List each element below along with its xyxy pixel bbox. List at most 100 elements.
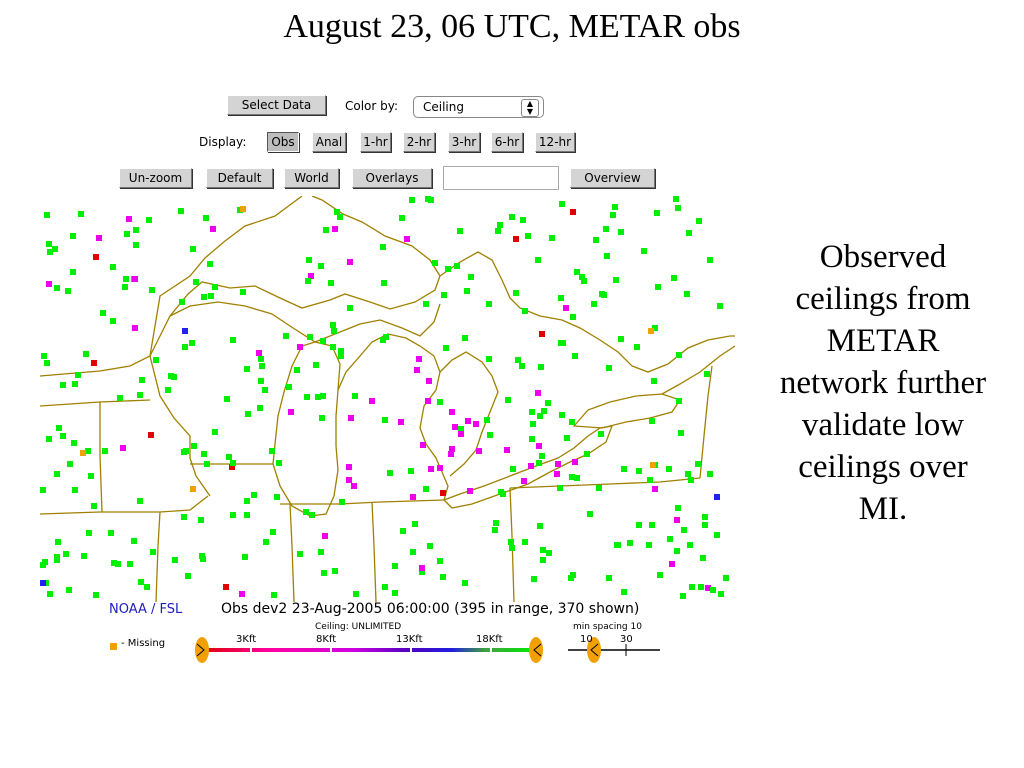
station-marker[interactable] bbox=[603, 226, 609, 232]
station-marker[interactable] bbox=[678, 430, 684, 436]
station-marker[interactable] bbox=[348, 415, 354, 421]
default-button[interactable]: Default bbox=[206, 168, 273, 188]
station-marker[interactable] bbox=[686, 230, 692, 236]
station-marker[interactable] bbox=[508, 539, 514, 545]
station-marker[interactable] bbox=[559, 201, 565, 207]
station-marker[interactable] bbox=[318, 549, 324, 555]
station-marker[interactable] bbox=[606, 575, 612, 581]
station-marker[interactable] bbox=[572, 459, 578, 465]
station-marker[interactable] bbox=[676, 398, 682, 404]
station-marker[interactable] bbox=[522, 308, 528, 314]
station-marker[interactable] bbox=[718, 591, 724, 597]
unzoom-button[interactable]: Un-zoom bbox=[119, 168, 192, 188]
station-marker[interactable] bbox=[244, 512, 250, 518]
left-slider-handle[interactable] bbox=[195, 637, 209, 663]
station-marker[interactable] bbox=[72, 487, 78, 493]
station-marker[interactable] bbox=[60, 382, 66, 388]
station-marker[interactable] bbox=[257, 405, 263, 411]
station-marker[interactable] bbox=[546, 550, 552, 556]
station-marker[interactable] bbox=[117, 395, 123, 401]
station-marker[interactable] bbox=[320, 393, 326, 399]
station-marker[interactable] bbox=[270, 529, 276, 535]
spacing-slider-handle[interactable] bbox=[587, 637, 601, 663]
station-marker[interactable] bbox=[612, 204, 618, 210]
station-marker[interactable] bbox=[437, 558, 443, 564]
station-marker[interactable] bbox=[536, 443, 542, 449]
station-marker[interactable] bbox=[673, 196, 679, 202]
station-marker[interactable] bbox=[338, 348, 344, 354]
station-marker[interactable] bbox=[276, 460, 282, 466]
overlays-button[interactable]: Overlays bbox=[352, 168, 432, 188]
station-marker[interactable] bbox=[655, 284, 661, 290]
station-marker[interactable] bbox=[667, 536, 673, 542]
station-marker[interactable] bbox=[148, 432, 154, 438]
station-marker[interactable] bbox=[710, 587, 716, 593]
display-anal-button[interactable]: Anal bbox=[312, 132, 346, 152]
station-marker[interactable] bbox=[646, 542, 652, 548]
station-marker[interactable] bbox=[681, 527, 687, 533]
station-marker[interactable] bbox=[230, 460, 236, 466]
station-marker[interactable] bbox=[521, 478, 527, 484]
station-marker[interactable] bbox=[704, 371, 710, 377]
station-marker[interactable] bbox=[454, 263, 460, 269]
station-marker[interactable] bbox=[569, 474, 575, 480]
station-marker[interactable] bbox=[680, 593, 686, 599]
station-marker[interactable] bbox=[641, 248, 647, 254]
station-marker[interactable] bbox=[574, 475, 580, 481]
station-marker[interactable] bbox=[445, 266, 451, 272]
station-marker[interactable] bbox=[309, 512, 315, 518]
station-marker[interactable] bbox=[604, 253, 610, 259]
station-marker[interactable] bbox=[557, 485, 563, 491]
station-marker[interactable] bbox=[182, 344, 188, 350]
station-marker[interactable] bbox=[139, 377, 145, 383]
station-marker[interactable] bbox=[199, 553, 205, 559]
station-marker[interactable] bbox=[369, 398, 375, 404]
station-marker[interactable] bbox=[437, 399, 443, 405]
station-marker[interactable] bbox=[432, 260, 438, 266]
station-marker[interactable] bbox=[414, 367, 420, 373]
station-marker[interactable] bbox=[539, 453, 545, 459]
overlay-text-input[interactable] bbox=[443, 166, 559, 190]
station-marker[interactable] bbox=[78, 211, 84, 217]
station-marker[interactable] bbox=[149, 287, 155, 293]
station-marker[interactable] bbox=[441, 292, 447, 298]
station-marker[interactable] bbox=[66, 587, 72, 593]
station-marker[interactable] bbox=[171, 374, 177, 380]
station-marker[interactable] bbox=[229, 464, 235, 470]
station-marker[interactable] bbox=[332, 568, 338, 574]
station-marker[interactable] bbox=[347, 305, 353, 311]
station-marker[interactable] bbox=[671, 275, 677, 281]
station-marker[interactable] bbox=[346, 464, 352, 470]
station-marker[interactable] bbox=[563, 305, 569, 311]
station-marker[interactable] bbox=[579, 274, 585, 280]
station-marker[interactable] bbox=[614, 542, 620, 548]
station-marker[interactable] bbox=[133, 242, 139, 248]
station-marker[interactable] bbox=[201, 451, 207, 457]
station-marker[interactable] bbox=[449, 446, 455, 452]
station-marker[interactable] bbox=[535, 390, 541, 396]
station-marker[interactable] bbox=[44, 212, 50, 218]
station-marker[interactable] bbox=[419, 565, 425, 571]
station-marker[interactable] bbox=[40, 580, 46, 586]
station-marker[interactable] bbox=[144, 584, 150, 590]
station-marker[interactable] bbox=[131, 538, 137, 544]
station-marker[interactable] bbox=[346, 477, 352, 483]
station-marker[interactable] bbox=[198, 517, 204, 523]
station-marker[interactable] bbox=[137, 498, 143, 504]
station-marker[interactable] bbox=[85, 448, 91, 454]
station-marker[interactable] bbox=[443, 345, 449, 351]
station-marker[interactable] bbox=[723, 575, 729, 581]
station-marker[interactable] bbox=[304, 394, 310, 400]
station-marker[interactable] bbox=[702, 514, 708, 520]
station-marker[interactable] bbox=[538, 364, 544, 370]
station-marker[interactable] bbox=[380, 244, 386, 250]
station-marker[interactable] bbox=[462, 335, 468, 341]
station-marker[interactable] bbox=[674, 517, 680, 523]
station-marker[interactable] bbox=[570, 572, 576, 578]
station-marker[interactable] bbox=[420, 442, 426, 448]
station-marker[interactable] bbox=[226, 454, 232, 460]
station-marker[interactable] bbox=[308, 273, 314, 279]
station-marker[interactable] bbox=[584, 451, 590, 457]
station-marker[interactable] bbox=[137, 392, 143, 398]
station-marker[interactable] bbox=[717, 303, 723, 309]
